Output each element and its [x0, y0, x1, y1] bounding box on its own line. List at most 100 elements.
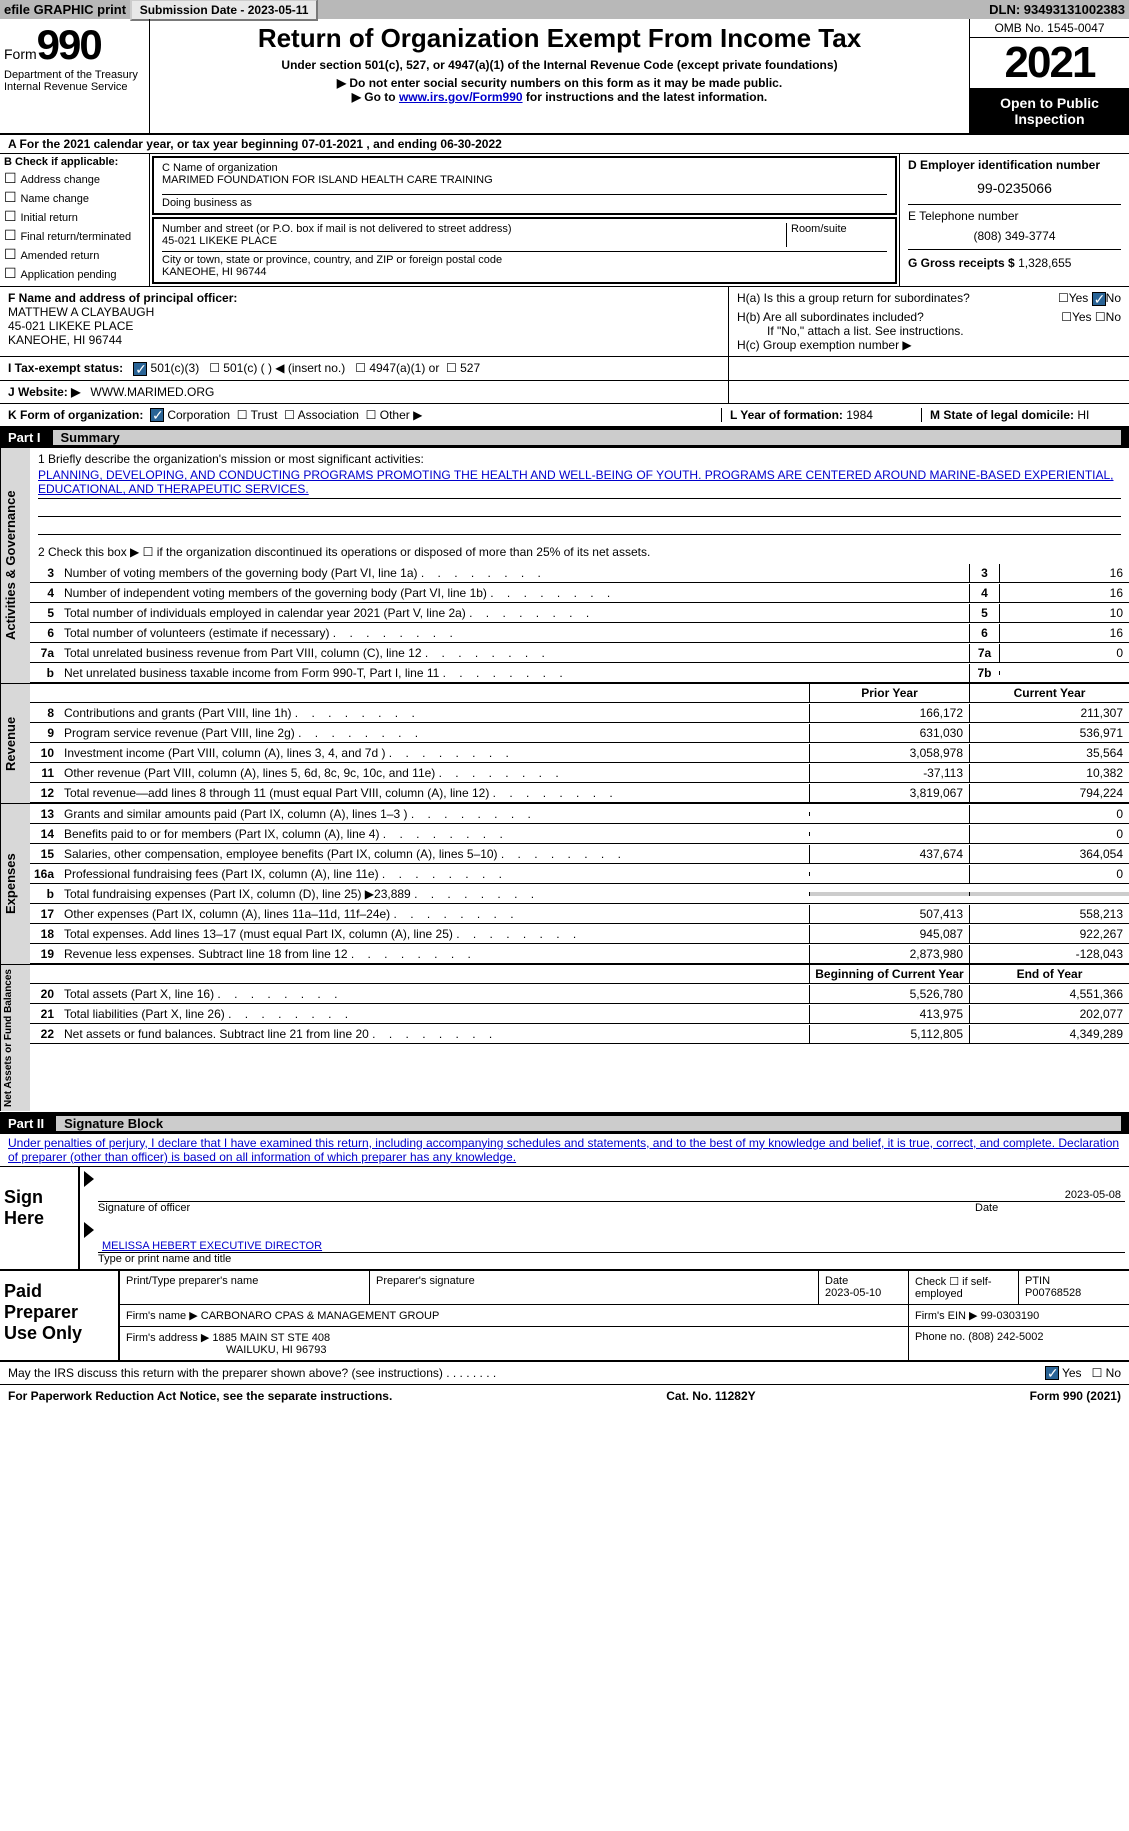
- ha-yes[interactable]: ☐Yes: [1058, 291, 1088, 306]
- part1-num: Part I: [8, 430, 53, 445]
- ein-value: 99-0235066: [908, 180, 1121, 196]
- irs-link[interactable]: www.irs.gov/Form990: [399, 90, 523, 104]
- firm-phone: (808) 242-5002: [968, 1331, 1043, 1343]
- data-line: 21Total liabilities (Part X, line 26)413…: [30, 1004, 1129, 1024]
- k-trust: Trust: [251, 408, 278, 422]
- firm-addr1: 1885 MAIN ST STE 408: [212, 1332, 330, 1344]
- prep-h1: Print/Type preparer's name: [120, 1271, 370, 1304]
- data-line: 16aProfessional fundraising fees (Part I…: [30, 864, 1129, 884]
- footer-left: For Paperwork Reduction Act Notice, see …: [8, 1389, 392, 1403]
- submission-btn[interactable]: Submission Date - 2023-05-11: [130, 0, 319, 21]
- efile-label: efile GRAPHIC print: [4, 2, 126, 17]
- data-line: 11Other revenue (Part VIII, column (A), …: [30, 763, 1129, 783]
- gov-line: 7aTotal unrelated business revenue from …: [30, 643, 1129, 663]
- firm-addr2: WAILUKU, HI 96793: [126, 1344, 326, 1356]
- sign-date: 2023-05-08: [1065, 1189, 1121, 1201]
- cb-amended[interactable]: Amended return: [4, 246, 145, 263]
- prep-header-row: Print/Type preparer's name Preparer's si…: [120, 1271, 1129, 1305]
- part2-num: Part II: [8, 1116, 56, 1131]
- cb-pending[interactable]: Application pending: [4, 265, 145, 282]
- discuss-q: May the IRS discuss this return with the…: [8, 1366, 443, 1380]
- cb-final[interactable]: Final return/terminated: [4, 227, 145, 244]
- phone-label: E Telephone number: [908, 209, 1019, 223]
- m-label: M State of legal domicile:: [930, 408, 1077, 422]
- current-year-h: Current Year: [969, 684, 1129, 702]
- form-word: Form: [4, 46, 37, 62]
- officer-addr1: 45-021 LIKEKE PLACE: [8, 319, 133, 333]
- dln-label: DLN: 93493131002383: [989, 2, 1125, 17]
- firm-name: CARBONARO CPAS & MANAGEMENT GROUP: [201, 1310, 440, 1322]
- q1-label: 1 Briefly describe the organization's mi…: [38, 452, 1121, 466]
- address-box: Number and street (or P.O. box if mail i…: [152, 217, 897, 284]
- preparer-block: Paid Preparer Use Only Print/Type prepar…: [0, 1271, 1129, 1362]
- ha-no[interactable]: No: [1092, 291, 1121, 306]
- sig-arrow-icon: [84, 1171, 94, 1187]
- gov-line: 6Total number of volunteers (estimate if…: [30, 623, 1129, 643]
- cb-initial[interactable]: Initial return: [4, 208, 145, 225]
- hb-yes[interactable]: ☐Yes: [1061, 310, 1091, 324]
- k-other: Other ▶: [380, 408, 423, 422]
- officer-label: F Name and address of principal officer:: [8, 291, 237, 305]
- form-subtitle: Under section 501(c), 527, or 4947(a)(1)…: [154, 58, 965, 72]
- dba-label: Doing business as: [162, 194, 887, 209]
- website-url: WWW.MARIMED.ORG: [90, 385, 214, 399]
- gov-line: bNet unrelated business taxable income f…: [30, 663, 1129, 683]
- opt-527: 527: [460, 361, 480, 375]
- net-header: Beginning of Current Year End of Year: [30, 965, 1129, 984]
- city: KANEOHE, HI 96744: [162, 266, 887, 278]
- name-title-label: Type or print name and title: [98, 1253, 1125, 1265]
- signer-name: MELISSA HEBERT EXECUTIVE DIRECTOR: [98, 1240, 1125, 1253]
- discuss-yes-cb[interactable]: [1045, 1366, 1059, 1380]
- vert-expenses: Expenses: [0, 804, 30, 964]
- prep-h2: Preparer's signature: [370, 1271, 819, 1304]
- col-c: C Name of organization MARIMED FOUNDATIO…: [150, 154, 899, 286]
- data-line: 14Benefits paid to or for members (Part …: [30, 824, 1129, 844]
- mission-box: 1 Briefly describe the organization's mi…: [30, 448, 1129, 563]
- linea-mid: , and ending: [366, 137, 440, 151]
- end-year-h: End of Year: [969, 965, 1129, 983]
- preparer-label: Paid Preparer Use Only: [0, 1271, 120, 1360]
- page-footer: For Paperwork Reduction Act Notice, see …: [0, 1385, 1129, 1407]
- col-b: B Check if applicable: Address change Na…: [0, 154, 150, 286]
- phone-value: (808) 349-3774: [908, 223, 1121, 249]
- data-line: 22Net assets or fund balances. Subtract …: [30, 1024, 1129, 1044]
- gross-value: 1,328,655: [1018, 256, 1071, 270]
- opt-4947: 4947(a)(1) or: [369, 361, 439, 375]
- cb-address[interactable]: Address change: [4, 170, 145, 187]
- tax-exempt-row: I Tax-exempt status: 501(c)(3) ☐ 501(c) …: [0, 357, 1129, 381]
- website-label: J Website: ▶: [8, 385, 80, 399]
- cb-name[interactable]: Name change: [4, 189, 145, 206]
- prep-h4: Check ☐ if self-employed: [909, 1271, 1019, 1304]
- part2-title: Signature Block: [56, 1116, 1121, 1131]
- colb-label: B Check if applicable:: [4, 156, 118, 168]
- form-title: Return of Organization Exempt From Incom…: [154, 23, 965, 54]
- m-val: HI: [1077, 408, 1089, 422]
- gross-label: G Gross receipts $: [908, 256, 1018, 270]
- tax-year: 2021: [970, 38, 1129, 89]
- officer-addr2: KANEOHE, HI 96744: [8, 333, 122, 347]
- cb-corp[interactable]: [150, 408, 164, 422]
- instr-2: ▶ Go to www.irs.gov/Form990 for instruct…: [154, 90, 965, 104]
- k-label: K Form of organization:: [8, 408, 143, 422]
- vert-revenue: Revenue: [0, 684, 30, 803]
- perjury-text: Under penalties of perjury, I declare th…: [0, 1134, 1129, 1167]
- gov-line: 4Number of independent voting members of…: [30, 583, 1129, 603]
- k-assoc: Association: [298, 408, 359, 422]
- sig-officer-label: Signature of officer: [98, 1202, 975, 1214]
- header-block: B Check if applicable: Address change Na…: [0, 154, 1129, 287]
- mission-text: PLANNING, DEVELOPING, AND CONDUCTING PRO…: [38, 466, 1121, 499]
- date-label: Date: [975, 1202, 1125, 1214]
- form-number: 990: [37, 21, 101, 68]
- data-line: 19Revenue less expenses. Subtract line 1…: [30, 944, 1129, 964]
- cb-501c3[interactable]: [133, 362, 147, 376]
- hb-no[interactable]: ☐No: [1095, 310, 1121, 324]
- firm-phone-label: Phone no.: [915, 1331, 968, 1343]
- vert-netassets: Net Assets or Fund Balances: [0, 965, 30, 1111]
- dept-treasury: Department of the Treasury: [4, 69, 145, 81]
- opt-501c: 501(c) ( ) ◀ (insert no.): [223, 361, 345, 375]
- irs-label: Internal Revenue Service: [4, 81, 145, 93]
- firm-ein: 99-0303190: [981, 1310, 1040, 1322]
- room-label: Room/suite: [787, 223, 887, 247]
- part1-title: Summary: [53, 430, 1121, 445]
- sign-block: Sign Here 2023-05-08 Signature of office…: [0, 1167, 1129, 1271]
